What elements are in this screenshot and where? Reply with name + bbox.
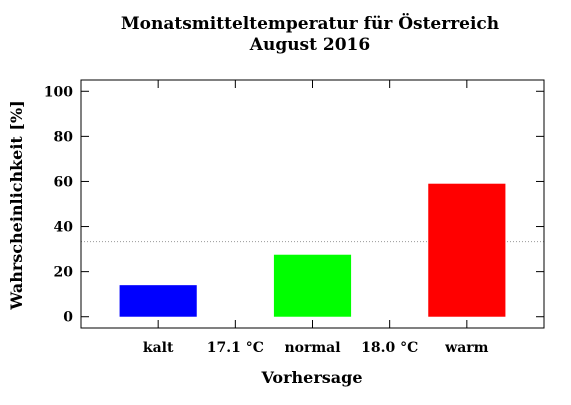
y-tick-label-40: 40 bbox=[54, 220, 74, 236]
chart-title: Monatsmitteltemperatur für Österreich bbox=[121, 13, 499, 34]
y-axis-label: Wahrscheinlichkeit [%] bbox=[7, 100, 26, 310]
x-tick-label-warm: warm bbox=[444, 340, 488, 356]
y-tick-label-80: 80 bbox=[54, 129, 74, 145]
y-tick-label-0: 0 bbox=[63, 310, 73, 326]
y-tick-label-60: 60 bbox=[54, 174, 74, 190]
chart-subtitle: August 2016 bbox=[249, 35, 370, 55]
bar-warm bbox=[428, 183, 506, 317]
bar-normal bbox=[273, 254, 352, 317]
threshold-label-1: 17.1 °C bbox=[207, 340, 264, 356]
threshold-label-2: 18.0 °C bbox=[361, 340, 418, 356]
x-tick-label-normal: normal bbox=[284, 340, 340, 356]
plot-area: 0 20 40 60 80 100 kalt normal warm 17.1 °C 18.0 °C bbox=[44, 79, 545, 356]
y-tick-label-100: 100 bbox=[44, 84, 73, 100]
x-tick-label-kalt: kalt bbox=[143, 340, 174, 356]
y-tick-label-20: 20 bbox=[54, 265, 74, 281]
bar-kalt bbox=[119, 285, 197, 317]
x-axis-label: Vorhersage bbox=[260, 368, 362, 387]
